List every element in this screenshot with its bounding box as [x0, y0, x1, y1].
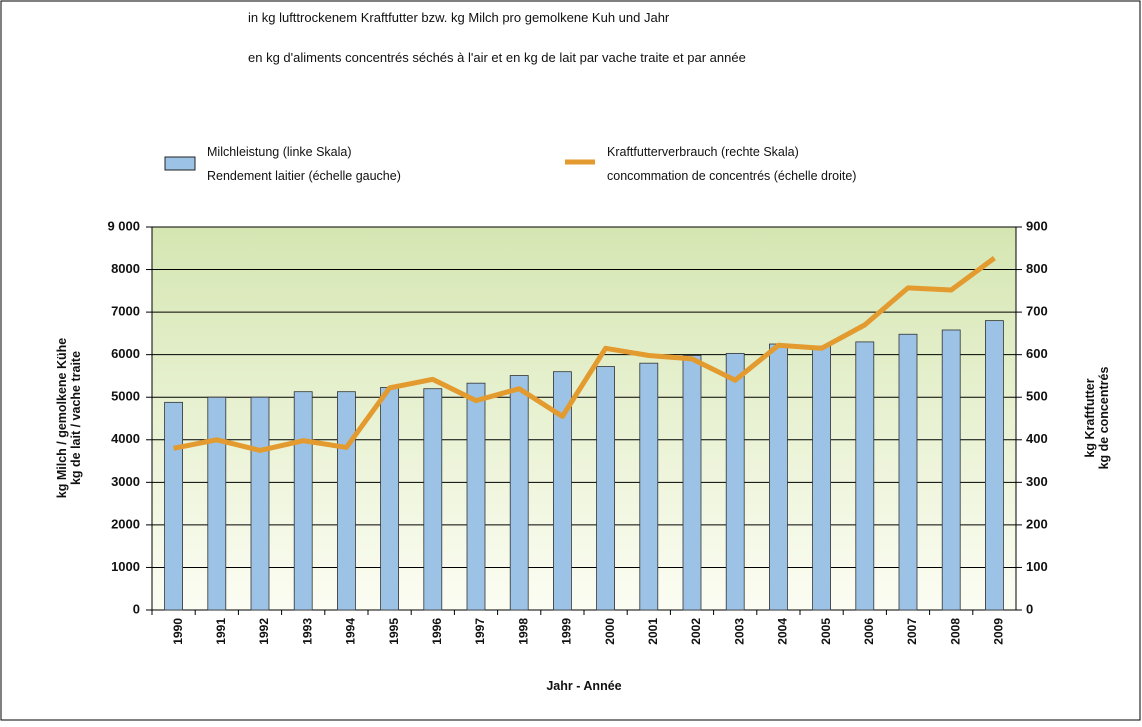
x-tick-label: 1994 [344, 618, 358, 645]
y-tick-label: 0 [133, 601, 140, 616]
bar [682, 355, 702, 611]
y-tick-label: 4000 [111, 431, 140, 446]
x-tick-label: 2008 [948, 618, 962, 645]
y2-tick-label: 900 [1026, 218, 1048, 233]
bar [941, 329, 961, 611]
x-tick-label: 2002 [689, 618, 703, 645]
chart-subtitle: en kg d'aliments concentrés séchés à l'a… [248, 50, 746, 65]
y2-tick-label: 700 [1026, 304, 1048, 319]
bar [553, 371, 572, 611]
bar [898, 333, 918, 611]
x-tick-label: 1993 [300, 618, 314, 645]
legend-label: Milchleistung (linke Skala) [207, 145, 352, 159]
bar [855, 341, 875, 611]
bar [639, 362, 659, 611]
bar [164, 401, 184, 611]
bar [596, 366, 615, 611]
y2-axis-title: kg Kraftfutter [1083, 378, 1097, 457]
chart-title: in kg lufttrockenem Kraftfutter bzw. kg … [248, 10, 670, 25]
legend-label: concommation de concentrés (échelle droi… [607, 169, 856, 183]
y2-tick-label: 600 [1026, 346, 1048, 361]
legend-label: Kraftfutterverbrauch (rechte Skala) [607, 145, 799, 159]
bar [812, 345, 831, 611]
bar [207, 396, 227, 611]
x-tick-label: 1999 [560, 618, 574, 645]
y2-tick-label: 200 [1026, 516, 1048, 531]
x-tick-label: 1998 [516, 618, 530, 645]
plot-area [152, 227, 1016, 610]
y2-tick-label: 800 [1026, 261, 1048, 276]
y-tick-label: 7000 [111, 304, 140, 319]
y2-tick-label: 0 [1026, 601, 1033, 616]
x-tick-label: 1992 [257, 618, 271, 645]
x-tick-label: 2007 [905, 618, 919, 645]
x-tick-label: 1991 [214, 618, 228, 645]
line [173, 256, 996, 453]
x-tick-label: 2001 [646, 618, 660, 645]
x-tick-label: 2006 [862, 618, 876, 645]
x-tick-label: 2004 [776, 618, 790, 645]
y2-tick-label: 300 [1026, 474, 1048, 489]
legend-label: Rendement laitier (échelle gauche) [207, 169, 401, 183]
y-tick-label: 6000 [111, 346, 140, 361]
x-tick-label: 1996 [430, 618, 444, 645]
y-tick-label: 9 000 [107, 218, 140, 233]
bar [293, 391, 313, 611]
x-tick-label: 2000 [603, 618, 617, 645]
y2-tick-label: 400 [1026, 431, 1048, 446]
y2-tick-label: 100 [1026, 559, 1048, 574]
x-tick-label: 2003 [732, 618, 746, 645]
legend-swatch-bar [164, 156, 196, 171]
y-tick-label: 2000 [111, 516, 140, 531]
bar [336, 391, 356, 611]
x-tick-label: 1990 [171, 618, 185, 645]
bar [769, 343, 788, 611]
y2-axis-title: kg de concentrés [1097, 367, 1111, 470]
bar [250, 396, 270, 611]
y2-tick-label: 500 [1026, 389, 1048, 404]
y-tick-label: 3000 [111, 474, 140, 489]
bar [509, 375, 529, 611]
y-tick-label: 1000 [111, 559, 140, 574]
y-axis-title: kg Milch / gemolkene Kühe [55, 338, 69, 498]
y-tick-label: 8000 [111, 261, 140, 276]
x-axis-title: Jahr - Année [546, 679, 621, 693]
x-tick-label: 2005 [819, 618, 833, 645]
x-tick-label: 1997 [473, 618, 487, 645]
y-tick-label: 5000 [111, 389, 140, 404]
bar [380, 387, 400, 611]
bar [466, 382, 486, 611]
bar [423, 388, 443, 611]
x-tick-label: 2009 [992, 618, 1006, 645]
y-axis-title: kg de lait / vache traite [69, 351, 83, 485]
bar [725, 352, 745, 611]
bar [985, 320, 1004, 611]
x-tick-label: 1995 [387, 618, 401, 645]
